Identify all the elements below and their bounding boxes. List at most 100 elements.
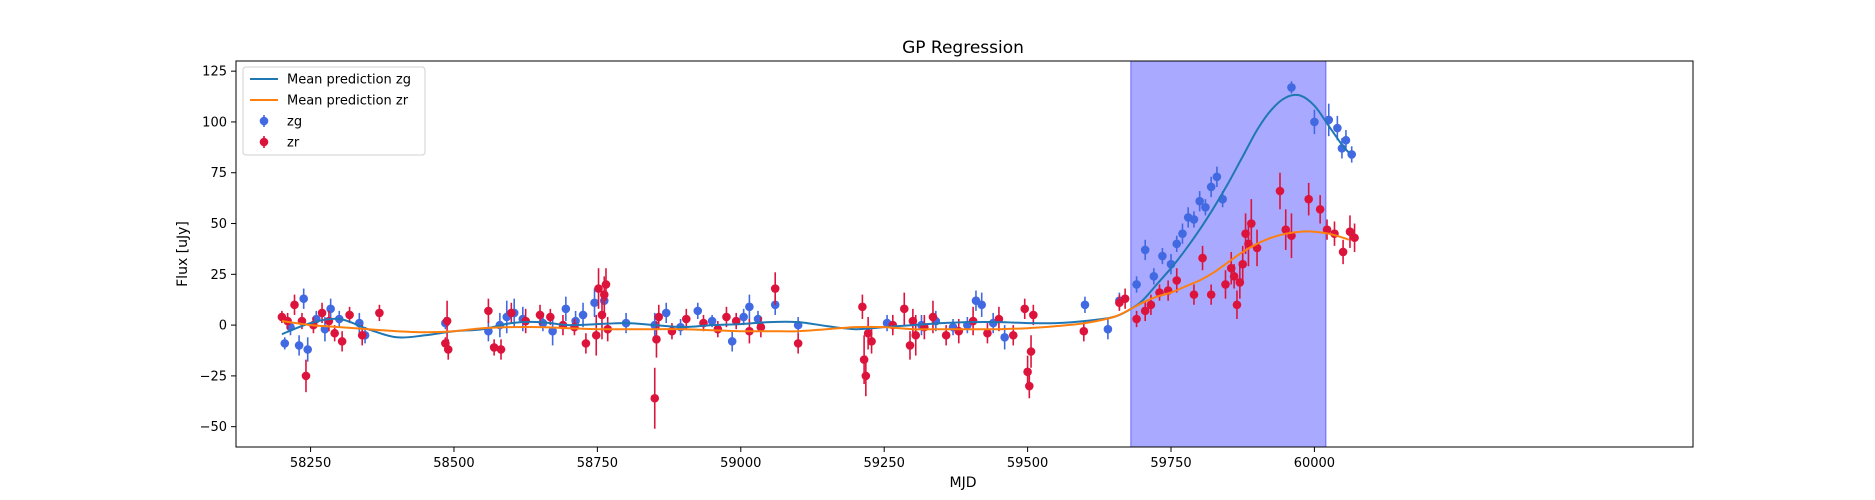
data-point-zg [294,341,304,350]
data-point-zg [1103,324,1113,334]
legend: Mean prediction zg Mean prediction zr zg zr [242,66,426,156]
x-tick-label: 58750 [577,456,618,471]
data-point-zr [1206,290,1216,299]
data-point-zr [1247,219,1256,228]
data-point-zg [1195,196,1204,206]
data-point-zg [561,304,571,314]
data-point-zr [1189,290,1199,299]
data-point-zr [345,310,354,320]
data-point-zr [1338,247,1348,257]
data-point-zg [1172,239,1182,249]
chart-title: GP Regression [902,38,1024,58]
data-point-zr [756,322,766,332]
data-point-zg [707,316,717,326]
data-point-zg [739,312,748,322]
data-point-zr [1026,347,1036,356]
data-point-zg [1178,229,1187,238]
data-point-zr [1029,310,1038,320]
data-point-zr [1120,294,1130,303]
data-point-zg [1287,83,1296,92]
data-point-zr [863,328,873,338]
data-point-zr [1229,272,1239,281]
data-point-zr [330,328,339,338]
data-point-zr [652,335,661,344]
data-point-zr [1140,306,1150,316]
data-point-zr [290,300,299,310]
legend-label-Mean prediction zg: Mean prediction zg [287,73,411,88]
mean-line-Mean prediction zr [281,230,1350,334]
data-point-zg [770,300,780,310]
data-point-zg [1201,202,1210,212]
data-point-zr [1146,300,1156,310]
data-point-zr [443,345,453,354]
data-point-zr [928,312,938,322]
data-point-zg [1212,172,1222,182]
data-point-zr [899,304,909,314]
y-axis-label: Flux [uJy] [175,221,191,287]
data-point-zr [1322,225,1332,234]
data-point-zr [357,330,367,340]
data-point-zg [1347,150,1356,159]
data-point-zg [590,298,599,308]
data-point-zr [301,371,311,381]
data-point-zr [793,339,803,348]
data-point-zg [1140,245,1150,255]
data-point-zr [1132,314,1141,324]
data-point-zg [299,294,308,303]
data-point-zr [905,341,915,350]
data-point-zr [681,314,691,324]
plot-area: 58250 58500 58750 59000 59250 59500 59750 60000… [200,60,1694,471]
legend-marker-zg [259,116,269,126]
data-point-zr [941,330,951,340]
data-point-zr [859,355,869,364]
data-point-zr [489,343,499,352]
legend-label-zg: zg [287,115,302,130]
legend-label-zr: zr [287,136,300,151]
x-tick-label: 60000 [1294,456,1335,471]
legend-label-Mean prediction zr: Mean prediction zr [287,94,409,109]
data-point-zg [280,339,290,348]
data-point-zr [484,306,493,316]
data-point-zr [713,324,723,334]
data-point-zg [661,308,671,318]
y-tick-label: −25 [200,369,227,384]
data-point-zr [1304,194,1313,204]
data-point-zr [507,308,516,318]
x-tick-label: 58500 [433,456,474,471]
data-point-zg [1341,135,1351,145]
data-point-zg [578,310,588,320]
legend-marker-zr [259,137,269,147]
data-point-zg [1310,117,1319,127]
data-point-zg [745,302,754,312]
data-point-zr [911,330,921,340]
data-point-zg [1206,182,1216,192]
data-point-zg [1333,123,1342,133]
data-point-zg [1189,215,1199,224]
data-point-zr [861,371,871,381]
data-point-zr [496,345,506,354]
data-point-zr [375,308,384,318]
data-point-zr [654,312,664,322]
data-point-zr [1238,259,1248,269]
data-point-zg [1158,251,1167,261]
data-point-zr [1221,280,1230,289]
y-tick-label: 25 [210,268,227,283]
data-point-zr [1198,253,1207,263]
y-tick-label: 100 [202,115,227,130]
x-tick-label: 59500 [1007,456,1048,471]
data-point-zr [1281,225,1291,234]
x-tick-label: 59000 [720,456,761,471]
y-tick-label: 125 [202,65,227,80]
data-point-zr [1345,227,1355,236]
data-point-zr [1020,304,1030,314]
data-point-zr [546,312,555,322]
data-point-zg [548,326,557,336]
data-point-zg [727,337,737,346]
data-point-zr [1232,300,1242,310]
y-tick-label: 0 [219,319,227,334]
data-point-zr [1025,381,1034,391]
data-point-zg [303,345,313,354]
data-point-zr [858,302,867,312]
data-point-zr [731,316,741,326]
